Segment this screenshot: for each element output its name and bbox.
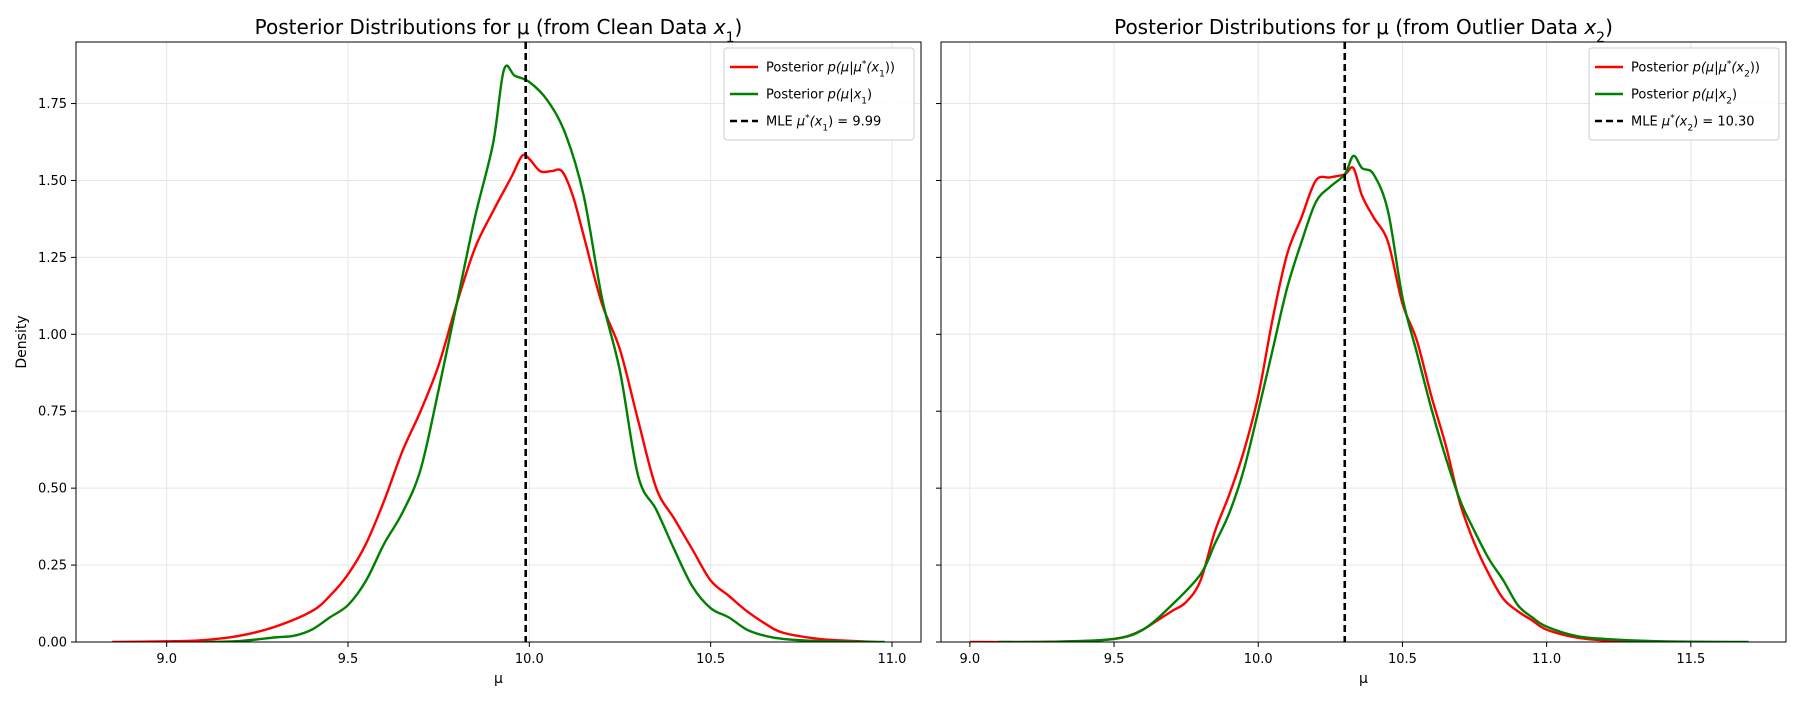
axes-frame [940,41,1787,643]
title-text: Posterior Distributions for μ (from Clea… [255,15,714,39]
legend-math-mid: (x [1675,115,1688,130]
legend: Posterior p(μ|μ*(x1))Posterior p(μ|x1)ML… [723,47,915,141]
chart-title: Posterior Distributions for μ (from Outl… [1114,15,1613,46]
x-tick-label: 10.0 [1244,652,1273,667]
x-tick-label: 10.5 [696,652,725,667]
legend-text-prefix: Posterior [766,88,828,103]
title-suffix: ) [735,15,743,39]
title-subscript: 1 [726,30,735,46]
title-subscript: 2 [1596,30,1605,46]
x-tick-label: 10.0 [515,652,544,667]
legend-label: Posterior p(μ|x2) [1631,88,1737,107]
x-tick-label: 9.5 [338,652,359,667]
legend-label: Posterior p(μ|μ*(x1)) [766,60,895,80]
legend-math: μ [796,115,805,130]
chart-title: Posterior Distributions for μ (from Clea… [255,15,743,46]
legend-text-prefix: MLE [1631,115,1662,130]
title-suffix: ) [1605,15,1613,39]
title-variable: x [713,15,726,39]
legend-text-suffix: ) = 10.30 [1693,115,1754,130]
legend-math: p(μ|x [1692,88,1727,103]
chart-panel-1: 9.0 9.5 10.0 10.5 11.0 0.00 0.25 0.50 0.75 1.00 1.… [14,15,922,687]
x-tick-label: 11.0 [1532,652,1561,667]
series-line-green [998,154,1749,642]
legend-text-suffix: )) [1750,61,1760,76]
y-tick-label: 1.75 [38,97,67,112]
y-tick-label: 1.50 [38,174,67,189]
y-tick-label: 0.00 [38,636,67,651]
title-variable: x [1583,15,1596,39]
legend-text-prefix: Posterior [766,61,828,76]
y-tick-label: 0.25 [38,559,67,574]
x-axis-label: μ [494,671,503,687]
legend-text-suffix: ) = 9.99 [828,115,881,130]
legend-math-mid: (x [810,115,823,130]
title-text: Posterior Distributions for μ (from Outl… [1114,15,1584,39]
legend-superscript: * [805,114,810,124]
legend-text-suffix: ) [1732,88,1737,103]
y-tick-label: 0.75 [38,405,67,420]
legend-subscript: 1 [861,97,867,107]
x-tick-label: 10.5 [1388,652,1417,667]
legend-text-suffix: )) [885,61,895,76]
legend-math: p(μ|μ [1692,61,1727,76]
legend-label: Posterior p(μ|x1) [766,88,872,107]
legend-subscript: 2 [1687,124,1693,134]
chart-panel-2: 9.0 9.5 10.0 10.5 11.0 11.5 Posterior Distribu… [936,15,1787,687]
legend-superscript: * [1727,60,1732,70]
legend-box [1588,47,1780,141]
legend-subscript: 2 [1744,70,1750,80]
y-tick-label: 1.25 [38,251,67,266]
legend-label: MLE μ*(x2) = 10.30 [1631,114,1755,134]
legend-superscript: * [862,60,867,70]
x-axis-label: μ [1359,671,1368,687]
legend-math: p(μ|x [827,88,862,103]
legend-math-mid: (x [1731,61,1744,76]
axes-frame [75,41,922,643]
x-tick-label: 9.0 [959,652,980,667]
legend-text-suffix: ) [867,88,872,103]
x-tick-label: 11.0 [878,652,907,667]
legend-subscript: 1 [822,124,828,134]
legend-text-prefix: MLE [766,115,797,130]
legend: Posterior p(μ|μ*(x2))Posterior p(μ|x2)ML… [1588,47,1780,141]
legend-label: MLE μ*(x1) = 9.99 [766,114,881,134]
series-line-green [202,64,885,642]
y-tick-label: 1.00 [38,328,67,343]
legend-math-mid: (x [866,61,879,76]
legend-subscript: 2 [1726,97,1732,107]
legend-math: μ [1661,115,1670,130]
legend-text-prefix: Posterior [1631,61,1693,76]
y-tick-label: 0.50 [38,482,67,497]
legend-math: p(μ|μ [827,61,862,76]
y-axis-label: Density [14,315,30,368]
x-tick-label: 11.5 [1676,652,1705,667]
series-line-red [969,166,1663,642]
x-tick-label: 9.0 [156,652,177,667]
legend-label: Posterior p(μ|μ*(x2)) [1631,60,1760,80]
series-line-red [112,153,874,642]
x-tick-label: 9.5 [1104,652,1125,667]
legend-superscript: * [1670,114,1675,124]
legend-subscript: 1 [879,70,885,80]
legend-text-prefix: Posterior [1631,88,1693,103]
legend-box [723,47,915,141]
